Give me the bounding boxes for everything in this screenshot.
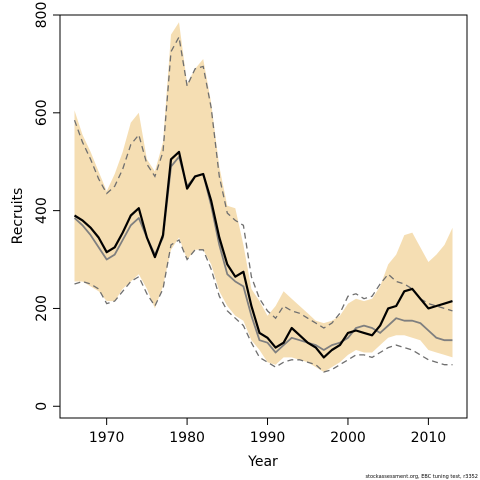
x-tick-label: 2000	[330, 430, 366, 446]
y-tick-label: 600	[34, 99, 50, 126]
y-tick-label: 0	[34, 402, 50, 411]
footnote: stockassessment.org, EBC tuning test, r3…	[365, 474, 478, 480]
x-tick-label: 2010	[411, 430, 447, 446]
previous-upper-ci-line	[73, 35, 453, 329]
x-axis-title: Year	[247, 454, 278, 470]
y-axis: 0 200 400 600 800	[34, 2, 61, 411]
y-tick-label: 200	[34, 295, 50, 322]
y-axis-title: Recruits	[10, 188, 26, 245]
confidence-band	[74, 22, 453, 373]
estimate-line	[73, 150, 453, 359]
x-tick-label: 1970	[89, 430, 125, 446]
x-axis: 1970 1980 1990 2000 2010	[89, 417, 447, 446]
x-tick-label: 1990	[250, 430, 286, 446]
previous-lower-ci-line	[74, 239, 453, 373]
y-tick-label: 400	[34, 197, 50, 224]
y-tick-label: 800	[34, 2, 50, 29]
plot-area	[73, 22, 453, 373]
x-tick-label: 1980	[169, 430, 205, 446]
previous-estimate-line	[73, 155, 453, 354]
